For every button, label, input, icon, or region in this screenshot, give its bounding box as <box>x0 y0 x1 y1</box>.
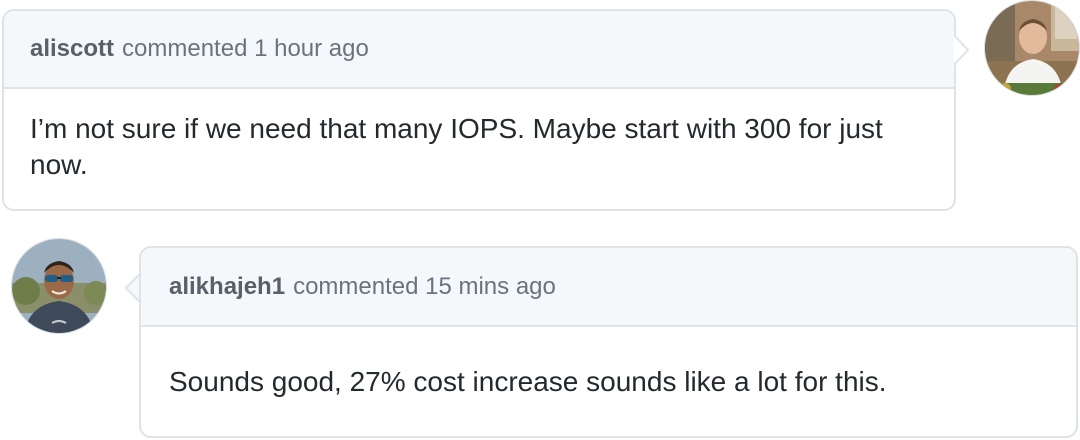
comment-timestamp: commented 1 hour ago <box>122 35 369 62</box>
avatar[interactable] <box>984 0 1080 96</box>
comment-header: alikhajeh1 commented 15 mins ago <box>141 248 1076 327</box>
comment-card: aliscott commented 1 hour ago I’m not su… <box>2 9 956 211</box>
speech-arrow-icon <box>954 34 970 66</box>
comment-card: alikhajeh1 commented 15 mins ago Sounds … <box>139 246 1078 438</box>
avatar[interactable] <box>11 238 107 334</box>
comment-body: I’m not sure if we need that many IOPS. … <box>30 113 883 180</box>
comment-timestamp: commented 15 mins ago <box>293 272 556 300</box>
comment-body: Sounds good, 27% cost increase sounds li… <box>169 366 887 397</box>
comment-header: aliscott commented 1 hour ago <box>4 11 954 89</box>
speech-arrow-icon <box>124 272 141 304</box>
comment-author-link[interactable]: alikhajeh1 <box>169 272 286 300</box>
comment-author-link[interactable]: aliscott <box>30 35 115 62</box>
